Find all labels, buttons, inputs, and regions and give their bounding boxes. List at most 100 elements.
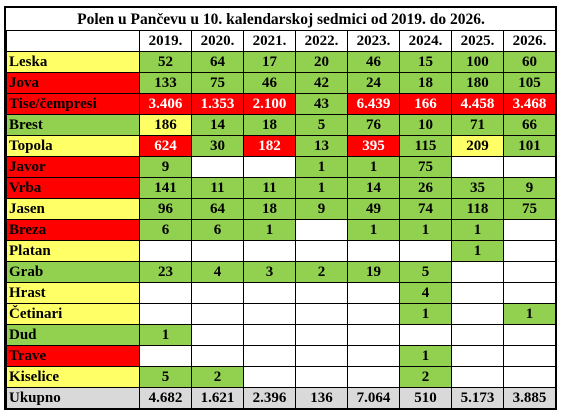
pollen-value [191,324,244,346]
table-row: Jova 133 75 46 42 24 18 180 105 [6,72,557,94]
plant-name: Jasen [6,198,140,220]
table-row: Topola 624 30 182 13 395 115 209 101 [6,135,557,157]
table-title: Polen u Pančevu u 10. kalendarskoj sedmi… [6,8,556,31]
pollen-value: 115 [399,135,452,157]
pollen-value: 64 [191,51,244,73]
plant-name: Brest [6,114,140,136]
pollen-value: 24 [347,72,400,94]
pollen-value: 1 [399,303,452,325]
pollen-value: 9 [295,198,348,220]
pollen-value [451,366,504,388]
pollen-value: 209 [451,135,504,157]
plant-name: Leska [6,51,140,73]
total-value: 136 [295,387,348,409]
pollen-value: 6.439 [347,93,400,115]
table-row: Vrba 141 11 11 1 14 26 35 9 [6,177,557,199]
pollen-value: 9 [139,156,192,178]
pollen-value: 4.458 [451,93,504,115]
pollen-value: 2.100 [243,93,296,115]
pollen-value [295,366,348,388]
year-header: 2023. [347,30,400,52]
corner-cell [6,30,140,52]
pollen-value [502,156,557,178]
pollen-value [502,282,557,304]
pollen-value [295,282,348,304]
table-row: Javor 9 1 1 75 [6,156,557,178]
pollen-value: 4 [399,282,452,304]
pollen-value [295,240,348,262]
table-row: Jasen 96 64 18 9 49 74 118 75 [6,198,557,220]
pollen-value: 1 [451,240,504,262]
pollen-value: 2 [295,261,348,283]
pollen-value: 1 [399,345,452,367]
pollen-value: 30 [191,135,244,157]
pollen-value: 71 [451,114,504,136]
plant-name: Jova [6,72,140,94]
pollen-value: 20 [295,51,348,73]
pollen-value [502,261,557,283]
pollen-value: 23 [139,261,192,283]
year-header-row: 2019. 2020. 2021. 2022. 2023. 2024. 2025. 2026. [6,30,557,52]
pollen-value [191,303,244,325]
year-header: 2022. [295,30,348,52]
pollen-value: 14 [347,177,400,199]
total-value: 7.064 [347,387,400,409]
pollen-value [347,345,400,367]
pollen-value: 43 [295,93,348,115]
pollen-value: 14 [191,114,244,136]
pollen-value [243,282,296,304]
pollen-value: 1 [139,324,192,346]
pollen-value: 180 [451,72,504,94]
pollen-value: 133 [139,72,192,94]
pollen-value [502,366,557,388]
plant-name: Četinari [6,303,140,325]
pollen-value: 35 [451,177,504,199]
pollen-value [451,345,504,367]
pollen-value [451,324,504,346]
pollen-value [243,366,296,388]
pollen-value [347,324,400,346]
pollen-value [243,156,296,178]
plant-name: Platan [6,240,140,262]
total-value: 510 [399,387,452,409]
pollen-value [502,240,557,262]
pollen-value: 11 [243,177,296,199]
pollen-value: 26 [399,177,452,199]
total-value: 2.396 [243,387,296,409]
pollen-value [243,324,296,346]
pollen-table: Polen u Pančevu u 10. kalendarskoj sedmi… [6,8,557,409]
pollen-value [191,240,244,262]
total-value: 1.621 [191,387,244,409]
table-row: Leska 52 64 17 20 46 15 100 60 [6,51,557,73]
year-header: 2020. [191,30,244,52]
pollen-value [399,324,452,346]
pollen-value: 1 [347,219,400,241]
pollen-value: 76 [347,114,400,136]
pollen-value: 60 [502,51,557,73]
pollen-value: 74 [399,198,452,220]
pollen-value [399,240,452,262]
pollen-value: 3.468 [502,93,557,115]
pollen-value [451,282,504,304]
pollen-value: 46 [243,72,296,94]
pollen-value: 141 [139,177,192,199]
pollen-value: 4 [191,261,244,283]
pollen-value [139,282,192,304]
pollen-value [451,303,504,325]
pollen-value: 118 [451,198,504,220]
year-header: 2024. [399,30,452,52]
pollen-value [502,324,557,346]
pollen-value [502,219,557,241]
total-value: 4.682 [139,387,192,409]
year-header: 2026. [502,30,557,52]
pollen-value [295,219,348,241]
pollen-value [243,303,296,325]
pollen-value [295,324,348,346]
pollen-value: 3 [243,261,296,283]
pollen-table-frame: Polen u Pančevu u 10. kalendarskoj sedmi… [4,6,557,410]
table-row: Tise/čempresi 3.406 1.353 2.100 43 6.439 166 4.… [6,93,557,115]
pollen-value: 18 [243,114,296,136]
pollen-value: 75 [399,156,452,178]
pollen-value [243,345,296,367]
pollen-value: 624 [139,135,192,157]
